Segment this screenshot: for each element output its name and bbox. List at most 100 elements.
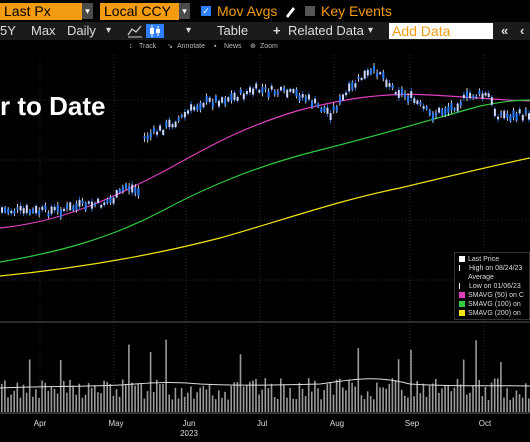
- candle-body: [106, 199, 109, 204]
- track-button[interactable]: Track: [139, 43, 157, 50]
- volume-bar: [376, 382, 378, 412]
- frequency-dropdown-icon[interactable]: ▾: [106, 25, 112, 36]
- candle-body: [373, 65, 375, 72]
- volume-bar: [75, 394, 77, 412]
- related-data-button[interactable]: Related Data: [288, 23, 364, 38]
- volume-average-line: [0, 378, 530, 389]
- line-chart-icon[interactable]: [127, 24, 143, 38]
- volume-bar: [236, 381, 239, 412]
- volume-bar: [292, 398, 294, 412]
- candle-body: [497, 116, 499, 120]
- volume-bar: [348, 379, 350, 412]
- candle-body: [59, 209, 62, 218]
- price-field-dropdown-icon[interactable]: ▾: [82, 3, 93, 19]
- price-field-select[interactable]: Last Px: [0, 3, 82, 20]
- candle-body: [7, 208, 10, 214]
- volume-bar: [180, 387, 183, 412]
- volume-bar: [205, 389, 208, 412]
- candle-body: [466, 91, 468, 99]
- volume-bar: [149, 351, 152, 412]
- volume-bar: [190, 386, 192, 412]
- volume-bar: [72, 385, 74, 412]
- currency-dropdown-icon[interactable]: ▾: [179, 3, 190, 19]
- add-data-input[interactable]: Add Data: [389, 23, 493, 39]
- zoom-icon[interactable]: ⊕: [250, 43, 256, 50]
- candle-body: [159, 125, 162, 131]
- candle-body: [407, 95, 410, 103]
- candle-body: [283, 87, 286, 92]
- volume-bar: [19, 397, 22, 412]
- candle-body: [190, 104, 193, 111]
- candle-body: [137, 188, 140, 197]
- volume-bar: [450, 391, 453, 412]
- candle-body: [425, 106, 428, 110]
- scroll-right-icon[interactable]: ‹: [520, 23, 525, 38]
- candle-body: [50, 206, 53, 214]
- key-events-label[interactable]: Key Events: [321, 3, 392, 19]
- volume-bar: [13, 391, 15, 412]
- zoom-button[interactable]: Zoom: [260, 43, 278, 50]
- candle-body: [469, 92, 472, 98]
- candle-body: [44, 205, 47, 210]
- volume-bar: [400, 389, 403, 412]
- candle-body: [311, 101, 313, 108]
- candle-body: [500, 112, 503, 116]
- candle-body: [221, 97, 224, 103]
- pencil-icon[interactable]: [284, 3, 296, 19]
- volume-bar: [512, 397, 515, 412]
- candle-body: [462, 94, 465, 99]
- related-data-dropdown-icon[interactable]: ▾: [368, 25, 374, 36]
- volume-bar: [351, 382, 353, 412]
- volume-bar: [121, 379, 124, 412]
- candle-body: [487, 93, 490, 97]
- scroll-left-icon[interactable]: «: [501, 23, 509, 38]
- volume-bar: [338, 378, 341, 412]
- candle-body: [143, 136, 146, 139]
- candle-body: [438, 107, 441, 113]
- table-button[interactable]: Table: [217, 23, 249, 38]
- period-5y-button[interactable]: 5Y: [0, 23, 16, 38]
- volume-bar: [94, 385, 96, 412]
- volume-bar: [199, 387, 201, 412]
- volume-bar: [407, 397, 409, 412]
- candle-body: [363, 70, 366, 79]
- volume-bar: [385, 388, 387, 412]
- annotate-icon[interactable]: ↘: [167, 43, 173, 50]
- volume-bar: [332, 394, 335, 412]
- volume-bar: [382, 387, 384, 412]
- volume-bar: [97, 392, 99, 412]
- currency-select[interactable]: Local CCY: [100, 3, 179, 20]
- volume-bar: [304, 395, 307, 412]
- volume-bar: [487, 399, 490, 412]
- mov-avgs-label[interactable]: Mov Avgs: [217, 3, 278, 19]
- candle-body: [447, 106, 450, 113]
- volume-bar: [335, 379, 338, 412]
- chart-type-dropdown-icon[interactable]: ▾: [186, 25, 192, 36]
- key-events-checkbox[interactable]: [305, 6, 315, 16]
- candle-body: [292, 89, 295, 93]
- volume-bar: [156, 379, 158, 412]
- x-axis-year-label: 2023: [180, 429, 198, 438]
- news-icon[interactable]: ▪: [214, 43, 217, 50]
- annotate-button[interactable]: Annotate: [177, 43, 206, 50]
- candle-chart-icon[interactable]: [146, 24, 164, 38]
- volume-bar: [366, 391, 369, 412]
- volume-bar: [50, 386, 53, 412]
- frequency-select[interactable]: Daily: [67, 23, 96, 38]
- period-max-button[interactable]: Max: [31, 23, 56, 38]
- candle-body: [472, 95, 475, 99]
- volume-bar: [146, 391, 149, 412]
- track-icon[interactable]: ↕: [129, 43, 133, 50]
- volume-bar: [435, 378, 437, 412]
- news-button[interactable]: News: [224, 43, 242, 50]
- candle-body: [115, 190, 118, 198]
- candle-body: [391, 84, 394, 89]
- price-chart[interactable]: Apr May Jun Jul Aug Sep Oct 2023: [0, 53, 530, 442]
- related-data-plus-icon[interactable]: +: [273, 23, 281, 38]
- mov-avgs-checkbox[interactable]: ✓: [201, 6, 211, 16]
- candle-body: [249, 87, 251, 93]
- candle-body: [10, 210, 13, 214]
- candle-body: [22, 208, 25, 214]
- candle-body: [125, 183, 127, 189]
- volume-bar: [171, 399, 174, 412]
